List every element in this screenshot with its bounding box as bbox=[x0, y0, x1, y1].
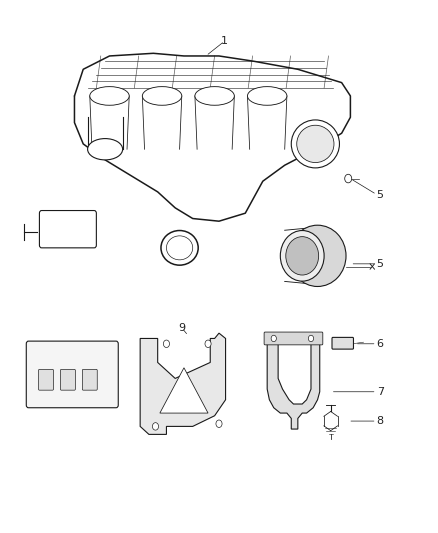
Ellipse shape bbox=[280, 230, 324, 281]
Ellipse shape bbox=[90, 86, 129, 106]
Ellipse shape bbox=[161, 230, 198, 265]
Text: 6: 6 bbox=[377, 339, 384, 349]
FancyBboxPatch shape bbox=[60, 369, 75, 390]
Text: 5: 5 bbox=[377, 259, 384, 269]
Ellipse shape bbox=[195, 86, 234, 106]
Ellipse shape bbox=[297, 125, 334, 163]
FancyBboxPatch shape bbox=[264, 332, 323, 345]
FancyBboxPatch shape bbox=[332, 337, 353, 349]
Circle shape bbox=[345, 174, 352, 183]
Text: 1: 1 bbox=[221, 36, 228, 46]
Polygon shape bbox=[160, 368, 208, 413]
Ellipse shape bbox=[166, 236, 193, 260]
Ellipse shape bbox=[88, 139, 123, 160]
Circle shape bbox=[271, 335, 276, 342]
Circle shape bbox=[308, 335, 314, 342]
FancyBboxPatch shape bbox=[82, 369, 97, 390]
FancyBboxPatch shape bbox=[26, 341, 118, 408]
Text: 2: 2 bbox=[51, 218, 58, 228]
Text: 9: 9 bbox=[178, 323, 185, 333]
Circle shape bbox=[163, 340, 170, 348]
Polygon shape bbox=[267, 338, 320, 429]
Polygon shape bbox=[140, 333, 226, 434]
Ellipse shape bbox=[291, 120, 339, 168]
Ellipse shape bbox=[289, 225, 346, 287]
Ellipse shape bbox=[286, 237, 318, 275]
Ellipse shape bbox=[142, 86, 182, 106]
Text: 3: 3 bbox=[185, 254, 192, 263]
FancyBboxPatch shape bbox=[39, 369, 53, 390]
FancyBboxPatch shape bbox=[39, 211, 96, 248]
Circle shape bbox=[216, 420, 222, 427]
Text: 8: 8 bbox=[377, 416, 384, 426]
Text: 4: 4 bbox=[283, 264, 290, 274]
Ellipse shape bbox=[247, 86, 287, 106]
Circle shape bbox=[152, 423, 159, 430]
Text: 7: 7 bbox=[377, 387, 384, 397]
Text: 5: 5 bbox=[377, 190, 384, 199]
Circle shape bbox=[205, 340, 211, 348]
Text: 10: 10 bbox=[32, 355, 46, 365]
